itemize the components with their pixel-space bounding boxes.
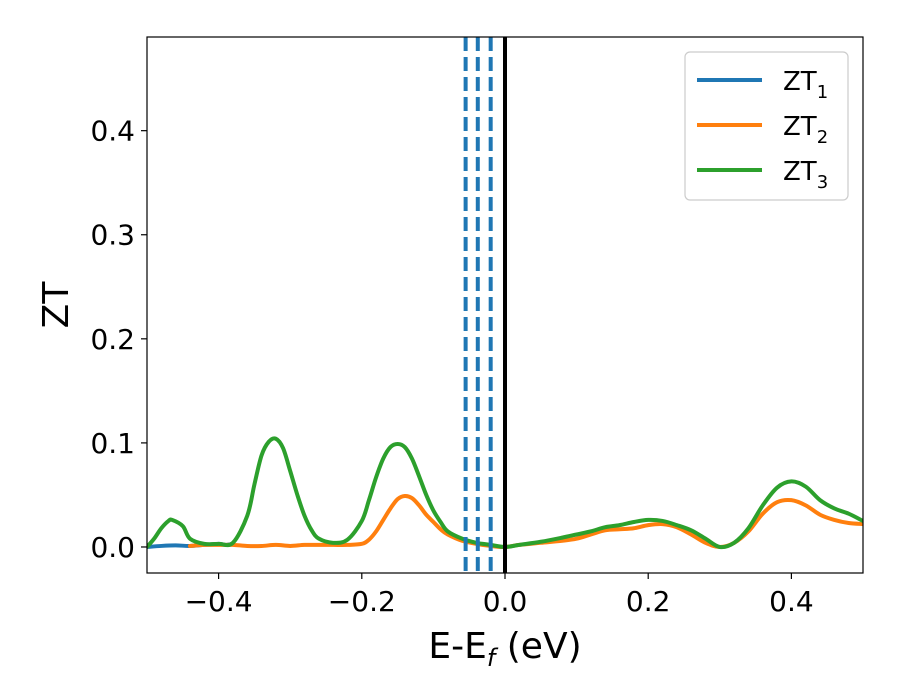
series-line-zt-3 (147, 436, 863, 550)
x-axis-label: E-Ef (eV) (428, 626, 581, 672)
x-tick-label: −0.4 (185, 585, 253, 618)
y-tick-label: 0.0 (90, 531, 135, 564)
y-tick-label: 0.2 (90, 323, 135, 356)
x-tick-label: 0.0 (483, 585, 528, 618)
y-tick-label: 0.4 (90, 115, 135, 148)
x-tick-label: −0.2 (328, 585, 396, 618)
legend-box (684, 51, 849, 201)
legend-label-2: ZT2 (783, 112, 828, 148)
x-tick-label: 0.4 (769, 585, 814, 618)
y-axis-label: ZT (36, 281, 77, 329)
legend-label-3: ZT3 (783, 157, 828, 193)
y-tick-label: 0.3 (90, 219, 135, 252)
x-axis-label-unit: (eV) (495, 626, 581, 667)
y-tick-label: 0.1 (90, 427, 135, 460)
legend-label-1: ZT1 (783, 67, 828, 103)
x-tick-label: 0.2 (626, 585, 671, 618)
legend: ZT1 ZT2 ZT3 (684, 51, 849, 201)
